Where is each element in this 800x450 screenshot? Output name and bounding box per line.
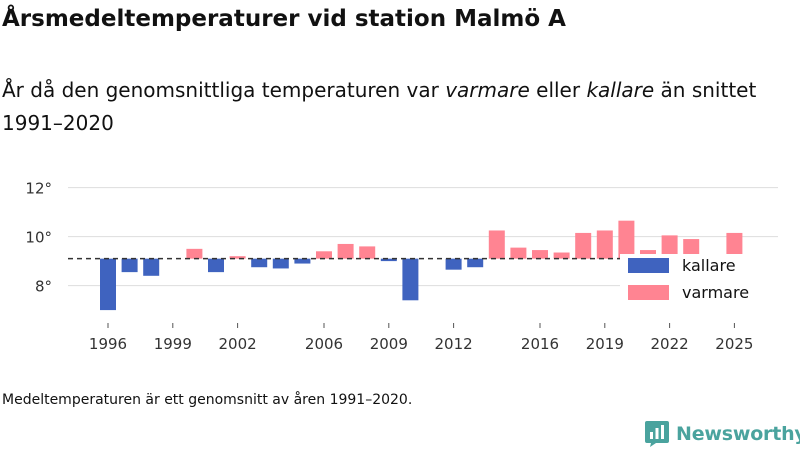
- bar-2015: [510, 247, 527, 259]
- footnote: Medeltemperaturen är ett genomsnitt av å…: [2, 392, 413, 408]
- subtitle-colder: kallare: [586, 78, 655, 102]
- bar-1997: [121, 258, 138, 273]
- bar-2004: [272, 258, 289, 269]
- x-tick-label: 2025: [715, 335, 753, 353]
- bar-2010: [402, 258, 419, 301]
- x-tick-label: 2012: [435, 335, 473, 353]
- bar-2023: [683, 239, 700, 259]
- x-tick-label: 2016: [521, 335, 559, 353]
- y-tick-label: 8°: [35, 278, 52, 296]
- bar-2007: [337, 243, 354, 259]
- legend-swatch-varmare: [628, 285, 669, 300]
- bar-2008: [359, 246, 376, 259]
- x-tick-label: 2022: [651, 335, 689, 353]
- chart-title: Årsmedeltemperaturer vid station Malmö A: [2, 6, 566, 32]
- x-tick-label: 2006: [305, 335, 343, 353]
- bar-2003: [251, 258, 268, 268]
- bar-2014: [488, 230, 505, 259]
- bar-2019: [596, 230, 613, 259]
- bar-2025: [726, 232, 743, 259]
- bar-1996: [100, 258, 116, 311]
- bar-2022: [661, 235, 678, 259]
- brand-name: Newsworthy: [676, 423, 800, 445]
- subtitle-warmer: varmare: [445, 78, 530, 102]
- bar-2020: [618, 220, 635, 259]
- bar-2001: [208, 258, 224, 273]
- bar-2016: [532, 250, 548, 259]
- legend-swatch-kallare: [628, 258, 669, 273]
- chart-subtitle: År då den genomsnittliga temperaturen va…: [2, 74, 782, 140]
- x-tick-label: 2009: [370, 335, 408, 353]
- x-tick-label: 2019: [586, 335, 624, 353]
- bar-2002: [229, 256, 246, 259]
- legend-label-kallare: kallare: [682, 256, 736, 275]
- bar-2000: [186, 248, 203, 259]
- x-tick-label: 1996: [89, 335, 127, 353]
- bar-2013: [467, 258, 484, 268]
- bar-2012: [445, 258, 462, 270]
- bar-1998: [143, 258, 160, 276]
- x-tick-label: 2002: [219, 335, 257, 353]
- brand-logo: Newsworthy: [644, 419, 800, 449]
- subtitle-text-1: År då den genomsnittliga temperaturen va…: [2, 78, 446, 102]
- y-tick-label: 10°: [25, 229, 52, 247]
- bar-chart: 8° 10° 12° 1996 1999 2002 2006 2009 2012 2016 2019…: [25, 180, 800, 353]
- bar-2006: [316, 251, 332, 259]
- bar-2017: [553, 252, 570, 259]
- newsworthy-logo-icon: [645, 421, 669, 447]
- bar-2018: [575, 232, 592, 259]
- subtitle-text-3: än snittet 1991–2020: [2, 78, 757, 135]
- y-tick-label: 12°: [25, 180, 52, 198]
- bar-2005: [294, 258, 311, 264]
- subtitle-text-2: eller: [529, 78, 587, 102]
- legend-label-varmare: varmare: [682, 283, 749, 302]
- x-tick-label: 1999: [154, 335, 192, 353]
- bar-2009: [380, 258, 397, 262]
